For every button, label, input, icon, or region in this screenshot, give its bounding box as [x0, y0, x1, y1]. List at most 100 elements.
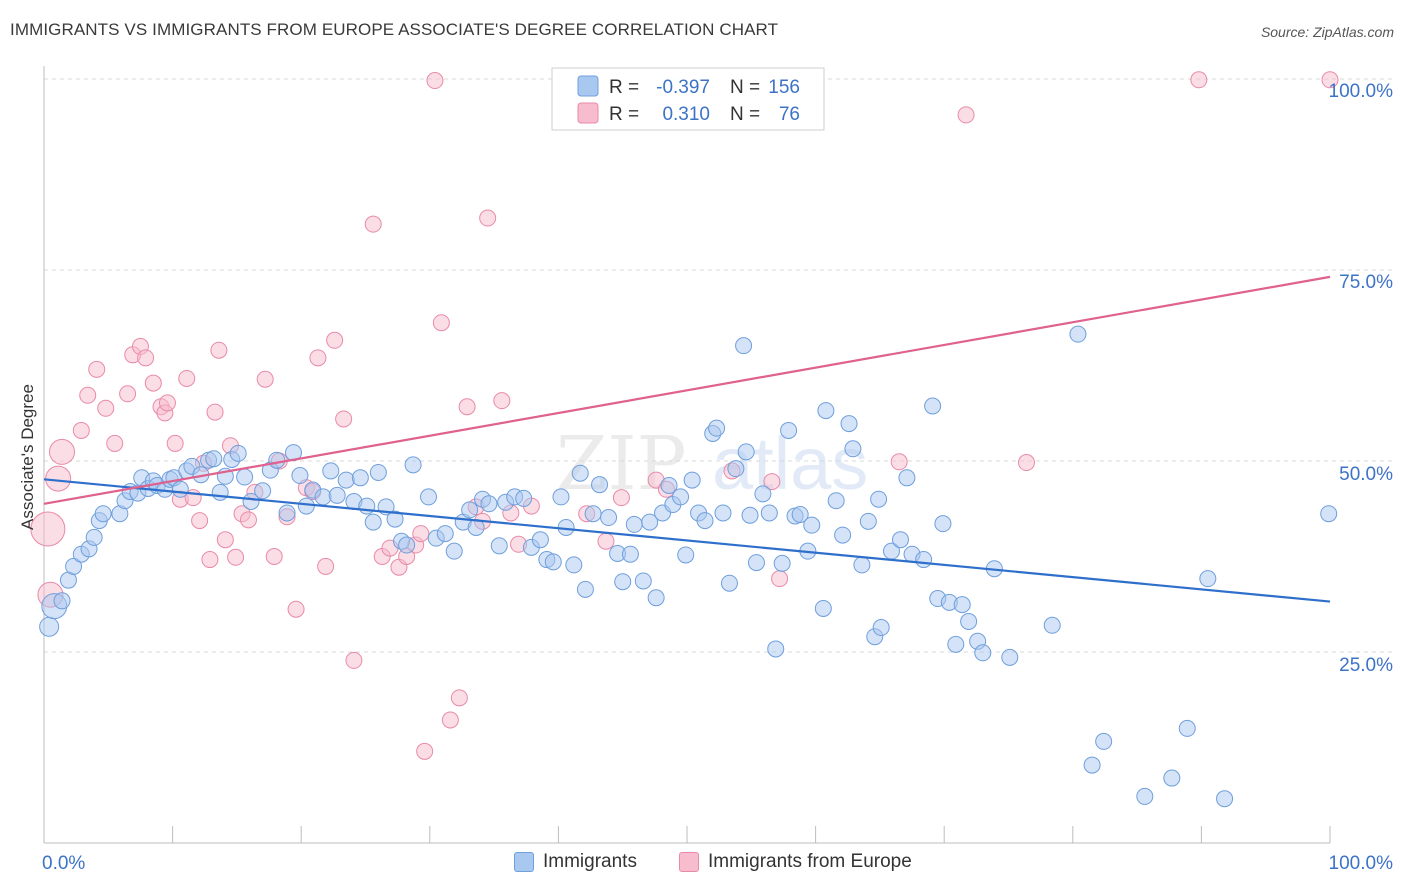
- point-europe: [49, 438, 76, 465]
- point-immigrants: [727, 460, 745, 478]
- point-immigrants: [953, 596, 971, 614]
- point-immigrants: [803, 516, 821, 534]
- point-europe: [265, 548, 283, 565]
- point-immigrants: [600, 509, 618, 527]
- point-immigrants: [278, 504, 296, 522]
- y-axis-label: Associate's Degree: [18, 384, 37, 530]
- legend-r-value: -0.397: [656, 77, 710, 98]
- point-europe: [227, 548, 245, 566]
- point-immigrants: [641, 513, 659, 531]
- point-europe: [493, 392, 511, 410]
- point-immigrants: [39, 616, 60, 637]
- legend-item-europe[interactable]: Immigrants from Europe: [679, 851, 912, 873]
- point-immigrants: [720, 574, 738, 592]
- point-immigrants: [584, 505, 602, 523]
- point-immigrants: [853, 556, 871, 574]
- legend-label-immigrants: Immigrants: [543, 851, 637, 872]
- legend-n-label: N =: [730, 104, 760, 125]
- point-immigrants: [1216, 790, 1234, 808]
- point-europe: [191, 512, 209, 530]
- legend-item-immigrants[interactable]: Immigrants: [514, 851, 637, 873]
- point-immigrants: [314, 488, 332, 506]
- point-immigrants: [291, 467, 309, 485]
- point-immigrants: [735, 337, 753, 355]
- point-immigrants: [65, 557, 83, 575]
- point-europe: [137, 349, 155, 367]
- point-immigrants: [767, 640, 785, 658]
- legend-swatch-europe: [577, 102, 599, 124]
- point-europe: [335, 410, 353, 428]
- point-europe: [763, 473, 781, 491]
- point-immigrants: [696, 512, 714, 530]
- point-immigrants: [436, 525, 454, 543]
- point-immigrants: [53, 592, 71, 610]
- point-europe: [1321, 71, 1339, 89]
- point-immigrants: [1095, 732, 1113, 750]
- point-immigrants: [386, 510, 404, 528]
- point-europe: [45, 465, 72, 492]
- point-europe: [178, 369, 196, 387]
- point-immigrants: [754, 485, 772, 503]
- point-immigrants: [398, 536, 416, 554]
- point-immigrants: [404, 456, 422, 474]
- point-europe: [597, 532, 615, 550]
- point-europe: [256, 370, 274, 388]
- point-europe: [612, 489, 630, 507]
- point-europe: [1018, 454, 1036, 472]
- point-immigrants: [840, 415, 858, 433]
- point-immigrants: [297, 497, 315, 515]
- point-immigrants: [647, 589, 665, 607]
- gridlines: [44, 78, 1392, 653]
- point-europe: [890, 453, 908, 471]
- point-europe: [30, 511, 66, 547]
- y-tick-label: 75.0%: [1339, 272, 1393, 293]
- point-immigrants: [1001, 648, 1019, 666]
- point-immigrants: [747, 554, 765, 572]
- point-europe: [479, 209, 497, 227]
- point-immigrants: [242, 492, 260, 510]
- point-europe: [287, 600, 305, 618]
- point-immigrants: [85, 528, 103, 546]
- point-immigrants: [369, 463, 387, 481]
- point-europe: [206, 403, 224, 421]
- point-immigrants: [1163, 769, 1181, 787]
- point-immigrants: [915, 551, 933, 569]
- point-immigrants: [544, 553, 562, 571]
- point-europe: [97, 399, 115, 417]
- point-immigrants: [817, 402, 835, 420]
- y-tick-label: 100.0%: [1329, 81, 1394, 102]
- series-europe-points: [30, 71, 1339, 760]
- point-immigrants: [229, 444, 247, 462]
- point-europe: [144, 374, 162, 392]
- point-immigrants: [461, 501, 479, 519]
- point-immigrants: [211, 483, 229, 501]
- point-immigrants: [827, 492, 845, 510]
- point-europe: [326, 331, 344, 349]
- point-europe: [1190, 71, 1208, 89]
- point-immigrants: [814, 599, 832, 617]
- point-immigrants: [1136, 787, 1154, 805]
- legend-swatch-immigrants: [514, 852, 534, 872]
- point-immigrants: [872, 619, 890, 637]
- point-immigrants: [780, 421, 798, 439]
- point-immigrants: [947, 635, 965, 653]
- point-europe: [88, 360, 106, 378]
- point-immigrants: [358, 497, 376, 515]
- point-europe: [119, 385, 137, 403]
- point-europe: [450, 689, 468, 707]
- point-europe: [441, 711, 459, 729]
- point-immigrants: [351, 469, 369, 487]
- point-immigrants: [625, 515, 643, 533]
- point-europe: [957, 106, 975, 124]
- point-immigrants: [1043, 616, 1061, 634]
- point-immigrants: [621, 545, 639, 563]
- point-immigrants: [974, 644, 992, 662]
- point-immigrants: [677, 546, 695, 564]
- point-immigrants: [576, 580, 594, 598]
- point-europe: [166, 434, 184, 452]
- point-europe: [412, 525, 430, 543]
- x-tick-label: 100.0%: [1329, 853, 1394, 874]
- trend-line-europe: [43, 275, 1331, 505]
- legend-swatch-europe: [679, 852, 699, 872]
- point-immigrants: [552, 488, 570, 506]
